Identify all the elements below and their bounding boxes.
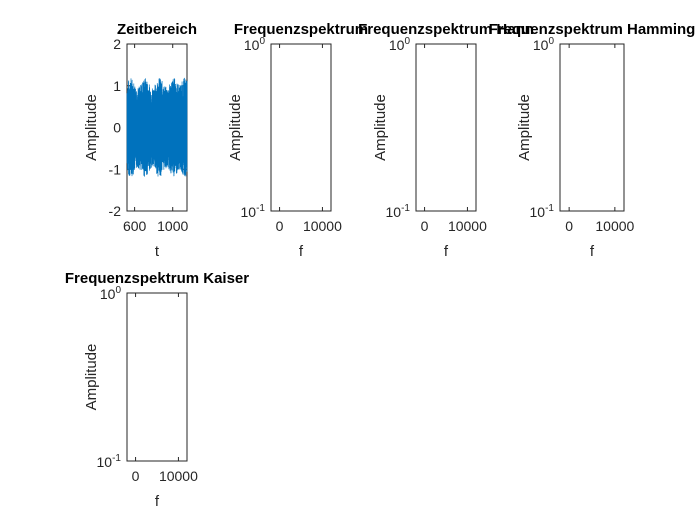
x-tick-label: 0 [421, 218, 429, 234]
x-tick-label: 10000 [595, 218, 634, 234]
chart-title: Frequenzspektrum [234, 21, 368, 38]
axes-frame [126, 292, 188, 462]
x-axis-label: f [299, 243, 304, 260]
x-axis-label: f [155, 493, 160, 510]
x-tick-label: 10000 [448, 218, 487, 234]
chart-title: Frequenzspektrum Hamming [489, 21, 696, 38]
chart-title: Zeitbereich [117, 21, 197, 38]
y-axis-label: Amplitude [83, 94, 100, 161]
axes-frame [559, 43, 625, 212]
x-tick-label: 600 [123, 218, 147, 234]
y-tick-label: 1 [113, 78, 121, 94]
y-axis-label: Amplitude [516, 94, 533, 161]
y-tick-label: 100 [244, 36, 266, 53]
y-tick-label: -2 [109, 203, 122, 219]
y-axis-label: Amplitude [83, 344, 100, 411]
axes-frame [415, 43, 477, 212]
x-tick-label: 10000 [159, 468, 198, 484]
x-tick-label: 10000 [303, 218, 342, 234]
axes-frame [270, 43, 332, 212]
y-tick-label: 10-1 [530, 203, 555, 220]
x-axis-label: f [444, 243, 449, 260]
x-tick-label: 0 [565, 218, 573, 234]
subplot-1: 600 1000 t Amplitude -2 -1 0 1 2 [83, 36, 188, 260]
x-tick-label: 1000 [157, 218, 188, 234]
y-tick-label: 0 [113, 120, 121, 136]
y-tick-label: 2 [113, 36, 121, 52]
x-axis-label: t [155, 243, 160, 260]
y-tick-label: 100 [100, 285, 122, 302]
x-tick-label: 0 [276, 218, 284, 234]
x-axis-label: f [590, 243, 595, 260]
y-axis-label: Amplitude [227, 94, 244, 161]
signal-line [126, 77, 188, 177]
subplot-5: 0 10000 f Amplitude 10-1 100 [83, 285, 198, 510]
chart-title: Frequenzspektrum Hann [358, 21, 534, 38]
subplot-3: 0 10000 f Amplitude 10-1 100 [372, 36, 487, 260]
y-tick-label: 10-1 [97, 453, 122, 470]
subplot-2: 0 10000 f Amplitude 10-1 100 [227, 36, 342, 260]
y-tick-label: 10-1 [241, 203, 266, 220]
chart-title: Frequenzspektrum Kaiser [65, 270, 249, 287]
y-tick-label: 100 [533, 36, 555, 53]
y-tick-label: 10-1 [386, 203, 411, 220]
y-tick-label: 100 [389, 36, 411, 53]
y-tick-label: -1 [109, 161, 122, 177]
y-axis-label: Amplitude [372, 94, 389, 161]
x-tick-label: 0 [132, 468, 140, 484]
